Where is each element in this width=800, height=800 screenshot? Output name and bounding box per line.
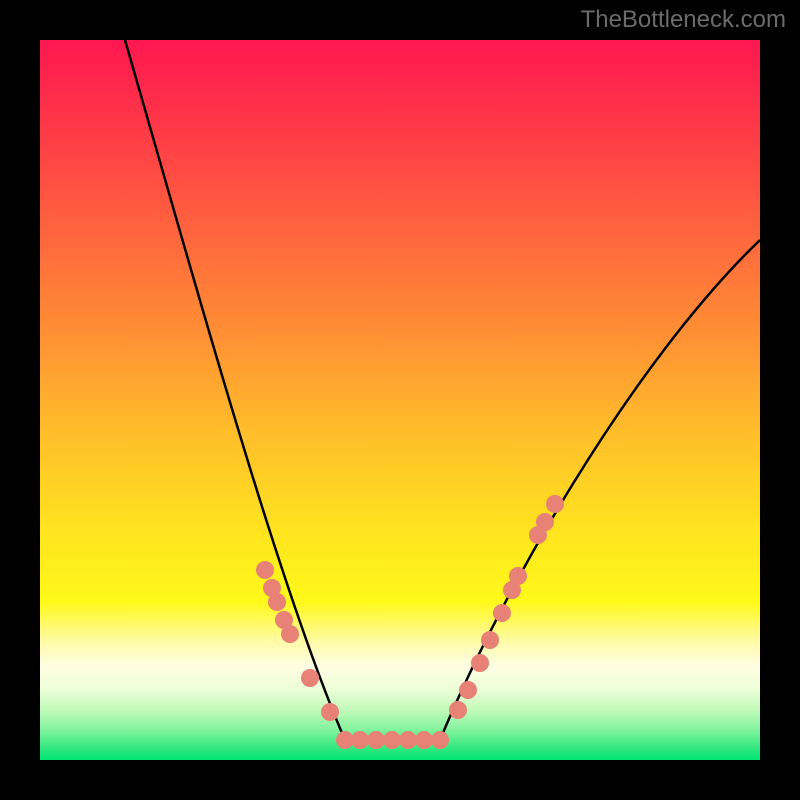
data-dot <box>367 731 385 749</box>
watermark-text: TheBottleneck.com <box>581 6 786 34</box>
v-curve <box>125 40 760 740</box>
curve-dots-group <box>256 495 564 749</box>
data-dot <box>431 731 449 749</box>
data-dot <box>509 567 527 585</box>
data-dot <box>546 495 564 513</box>
data-dot <box>415 731 433 749</box>
data-dot <box>268 593 286 611</box>
curve-layer <box>40 40 760 760</box>
data-dot <box>449 701 467 719</box>
data-dot <box>459 681 477 699</box>
data-dot <box>281 625 299 643</box>
data-dot <box>383 731 401 749</box>
data-dot <box>301 669 319 687</box>
data-dot <box>471 654 489 672</box>
data-dot <box>321 703 339 721</box>
data-dot <box>481 631 499 649</box>
data-dot <box>351 731 369 749</box>
data-dot <box>493 604 511 622</box>
data-dot <box>399 731 417 749</box>
plot-area <box>40 40 760 760</box>
data-dot <box>536 513 554 531</box>
data-dot <box>256 561 274 579</box>
